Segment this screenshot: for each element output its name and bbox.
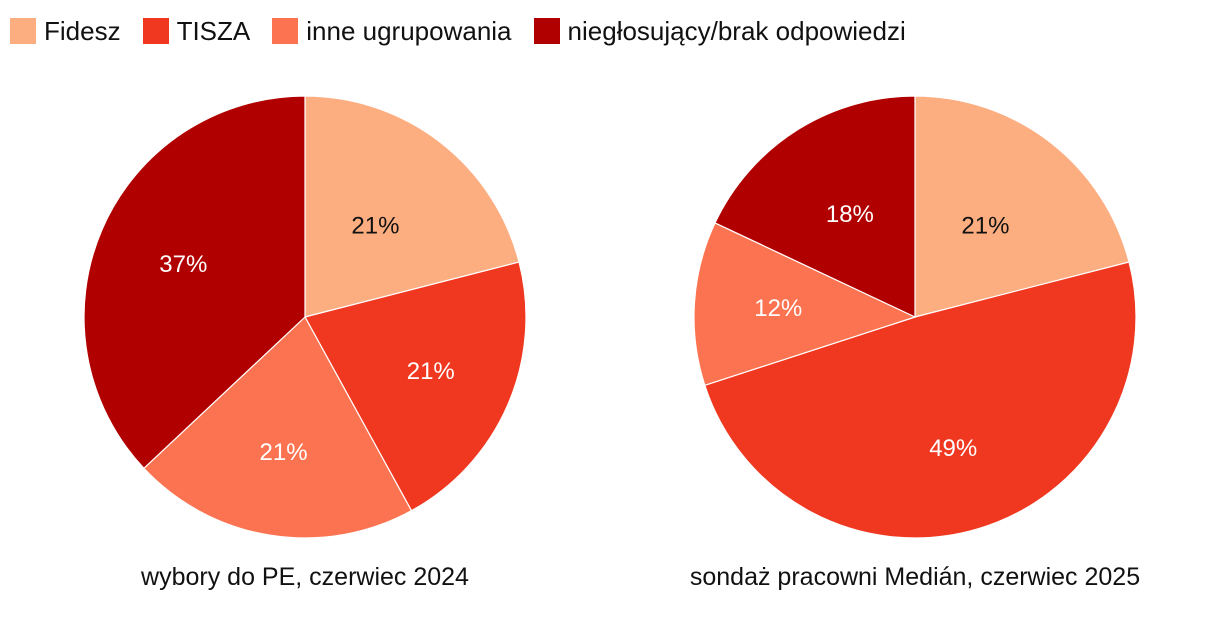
legend-label: TISZA <box>176 16 251 46</box>
legend-item-inne: inne ugrupowania <box>272 16 512 46</box>
slice-label-nieglosujacy: 18% <box>826 201 874 228</box>
caption-2025: sondaż pracowni Medián, czerwiec 2025 <box>690 563 1140 591</box>
slice-label-fidesz: 21% <box>351 213 399 240</box>
legend-label: niegłosujący/brak odpowiedzi <box>567 16 906 46</box>
legend-swatch <box>272 18 299 44</box>
slice-label-inne: 21% <box>260 439 308 466</box>
legend-item-tisza: TISZA <box>142 16 251 46</box>
caption-2024: wybory do PE, czerwiec 2024 <box>140 563 469 591</box>
legend: Fidesz TISZA inne ugrupowania niegłosują… <box>10 18 928 44</box>
slice-label-nieglosujacy: 37% <box>159 251 207 278</box>
pie-slice-fidesz <box>304 95 520 318</box>
legend-item-nieglosujacy: niegłosujący/brak odpowiedzi <box>533 16 906 46</box>
pie-slice-nieglosujacy <box>83 95 306 470</box>
pie-slice-inne <box>693 222 917 387</box>
slice-label-tisza: 21% <box>407 358 455 385</box>
slice-label-inne: 12% <box>754 295 802 322</box>
legend-item-fidesz: Fidesz <box>10 18 121 44</box>
slice-label-tisza: 49% <box>929 435 977 462</box>
pie-chart-2025: 21% 49% 12% 18% <box>693 95 1137 539</box>
legend-swatch <box>533 18 560 44</box>
slice-label-fidesz: 21% <box>961 213 1009 240</box>
legend-label: inne ugrupowania <box>306 16 512 46</box>
legend-swatch <box>142 18 169 44</box>
pie-slice-fidesz <box>914 95 1130 318</box>
legend-swatch <box>10 18 36 44</box>
legend-label: Fidesz <box>44 16 121 46</box>
pie-slice-nieglosujacy <box>714 95 916 318</box>
pie-slice-inne <box>143 316 413 539</box>
pie-chart-2024: 21% 21% 21% 37% <box>83 95 527 539</box>
pie-slice-tisza <box>704 261 1137 539</box>
pie-slice-tisza <box>304 261 527 512</box>
